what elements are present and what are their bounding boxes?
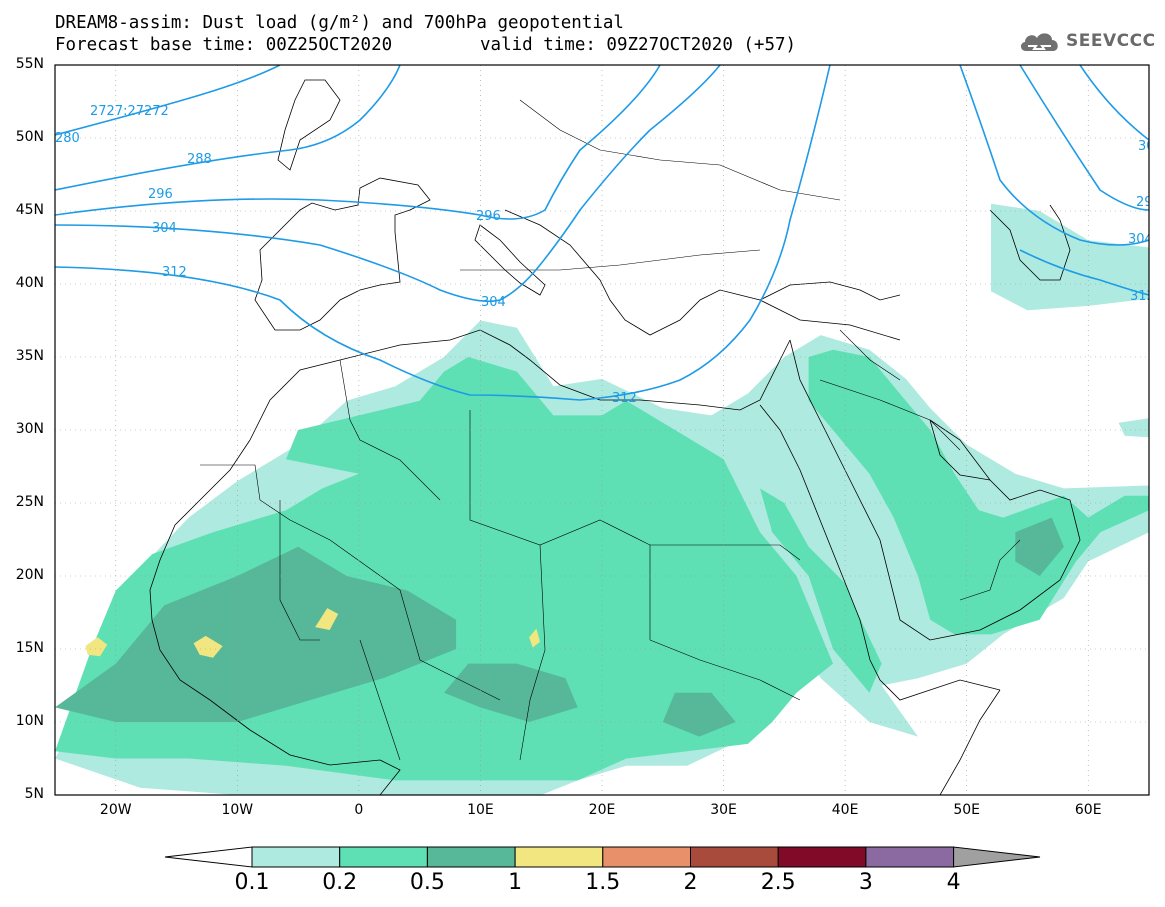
contour-label: 312 xyxy=(612,391,637,406)
base-time: Forecast base time: 00Z25OCT2020 xyxy=(55,35,393,55)
contour-280 xyxy=(55,65,281,136)
coastlines xyxy=(149,79,1081,795)
lat-label: 45N xyxy=(15,202,44,218)
coast-somalia xyxy=(939,689,1001,795)
contour-east-296 xyxy=(959,65,1149,246)
lon-label: 10E xyxy=(467,802,494,818)
contour-296 xyxy=(55,65,661,220)
colorbar-box xyxy=(690,846,779,868)
dust-region-2 xyxy=(1118,418,1149,438)
contour-label: 280 xyxy=(55,131,80,146)
lat-label: 35N xyxy=(15,348,44,364)
contour-312 xyxy=(55,65,831,401)
lon-label: 40E xyxy=(831,802,859,818)
contour-east-low xyxy=(1019,249,1149,296)
coast-africa-west xyxy=(149,439,401,795)
colorbar-label: 2.5 xyxy=(760,870,796,895)
valid-time: valid time: 09Z27OCT2020 (+57) xyxy=(480,35,797,55)
lon-label: 20E xyxy=(588,802,616,818)
lon-label: 0 xyxy=(354,802,364,818)
coast-italy xyxy=(474,224,546,296)
colorbar-box xyxy=(602,846,691,868)
lat-label: 40N xyxy=(15,275,44,291)
coast-uk xyxy=(277,79,341,171)
lat-lon-grid xyxy=(55,65,1149,795)
coast-caspian xyxy=(989,204,1071,281)
contour-label: 296 xyxy=(148,187,173,202)
lat-label: 20N xyxy=(15,567,44,583)
map-frame xyxy=(54,64,1150,796)
coast-arabia xyxy=(789,339,1081,641)
colorbar-box xyxy=(514,846,604,868)
contour-label: 2727:27272 xyxy=(90,104,169,119)
seevccc-logo: SEEVCCC xyxy=(1018,26,1156,56)
coast-africa-north xyxy=(249,329,791,441)
contour-east-304 xyxy=(1019,65,1149,211)
contour-label: 304 xyxy=(1128,232,1153,247)
forecast-times: Forecast base time: 00Z25OCT2020 valid ti… xyxy=(55,35,796,55)
contour-label: 312 xyxy=(1130,289,1155,304)
contour-288 xyxy=(55,65,401,191)
colorbar-high-arrow xyxy=(953,846,1041,868)
map-title: DREAM8-assim: Dust load (g/m²) and 700hP… xyxy=(55,13,624,33)
dust-region-6 xyxy=(55,546,457,722)
lon-label: 50E xyxy=(953,802,980,818)
lat-label: 55N xyxy=(15,56,44,72)
colorbar-box xyxy=(426,846,516,868)
colorbar-label: 2 xyxy=(683,870,698,895)
contour-label: 312 xyxy=(162,265,187,280)
contour-label: 304 xyxy=(481,295,506,310)
dust-region-5 xyxy=(760,488,882,693)
coast-gulf xyxy=(929,419,991,481)
dust-region-12 xyxy=(315,608,339,630)
colorbar-label: 1 xyxy=(508,870,523,895)
colorbar-label: 0.5 xyxy=(409,870,445,895)
dust-region-7 xyxy=(444,663,578,722)
dust-region-4 xyxy=(808,349,1149,635)
lat-label: 25N xyxy=(15,494,44,510)
colorbar-label: 0.2 xyxy=(322,870,358,895)
coast-red-sea-west xyxy=(759,404,1001,701)
cloud-icon xyxy=(1020,33,1058,51)
dust-region-13 xyxy=(529,628,540,648)
colorbar-label: 3 xyxy=(858,870,873,895)
lon-label: 30E xyxy=(710,802,737,818)
colorbar-box xyxy=(339,846,428,868)
colorbar-box xyxy=(865,846,955,868)
country-borders xyxy=(200,99,1021,761)
lon-label: 10W xyxy=(221,802,254,818)
colorbar-box xyxy=(777,846,867,868)
geopotential-contours xyxy=(55,65,1149,401)
lon-label: 20W xyxy=(99,802,132,818)
dust-region-8 xyxy=(662,692,736,737)
dust-region-11 xyxy=(193,635,223,658)
contour-label: 288 xyxy=(187,152,212,167)
dust-region-10 xyxy=(85,637,108,657)
contour-label: 296 xyxy=(476,209,501,224)
dust-region-9 xyxy=(1015,517,1064,576)
lat-label: 15N xyxy=(15,640,44,656)
coast-balkans xyxy=(504,209,901,341)
colorbar-low-arrow xyxy=(164,846,253,868)
contour-label: 304 xyxy=(1138,139,1163,154)
contour-east-312 xyxy=(1079,65,1149,141)
lat-label: 5N xyxy=(24,786,44,802)
contour-labels: 2727:27272 280 288 296 304 312 296 304 312 304 296… xyxy=(55,104,1163,406)
coast-europe xyxy=(254,177,431,331)
dust-field xyxy=(55,203,1149,795)
colorbar-label: 0.1 xyxy=(234,870,270,895)
colorbar-label: 1.5 xyxy=(585,870,621,895)
contour-304 xyxy=(55,65,721,303)
lat-label: 10N xyxy=(15,713,44,729)
lat-label: 30N xyxy=(15,421,44,437)
colorbar-label: 4 xyxy=(946,870,961,895)
colorbar-box xyxy=(251,846,341,868)
lat-label: 50N xyxy=(15,129,44,145)
logo-text: SEEVCCC xyxy=(1066,31,1156,51)
lon-label: 60E xyxy=(1074,802,1102,818)
contour-label: 296 xyxy=(1136,195,1161,210)
contour-label: 304 xyxy=(152,221,177,236)
